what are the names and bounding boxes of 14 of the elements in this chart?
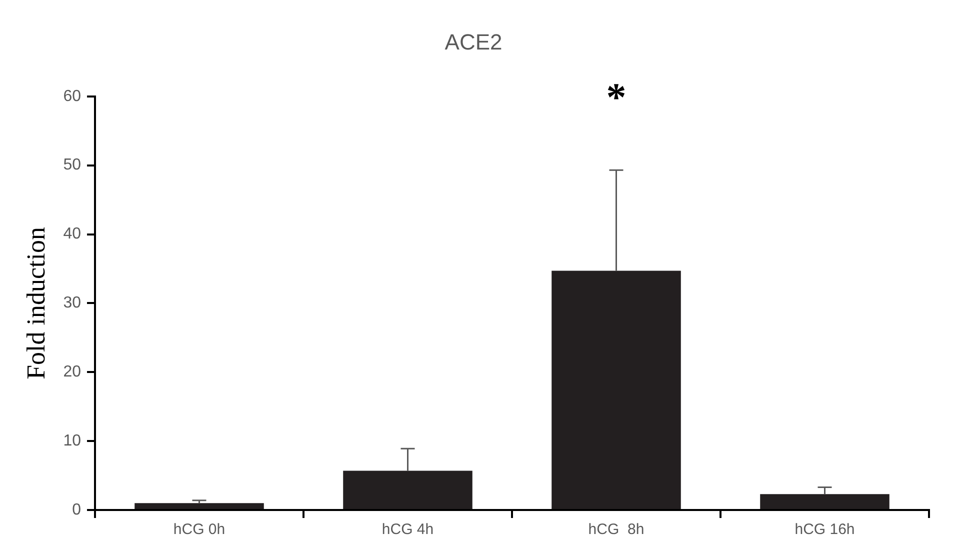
- x-tick-label: hCG 0h: [173, 521, 226, 538]
- y-tick-label: 0: [72, 501, 82, 518]
- chart-title: ACE2: [444, 29, 502, 54]
- x-tick-label: hCG 8h: [588, 521, 644, 538]
- x-tick-label: hCG 16h: [794, 521, 855, 538]
- y-tick-label: 50: [63, 156, 82, 174]
- y-axis-title: Fold induction: [21, 226, 50, 380]
- annotation: *: [606, 74, 626, 120]
- y-tick-label: 30: [63, 294, 82, 312]
- y-tick-label: 20: [63, 364, 82, 381]
- x-tick-label: hCG 4h: [382, 521, 434, 538]
- y-tick-label: 40: [63, 226, 82, 243]
- y-tick-label: 10: [63, 432, 82, 450]
- y-tick-label: 60: [63, 88, 82, 105]
